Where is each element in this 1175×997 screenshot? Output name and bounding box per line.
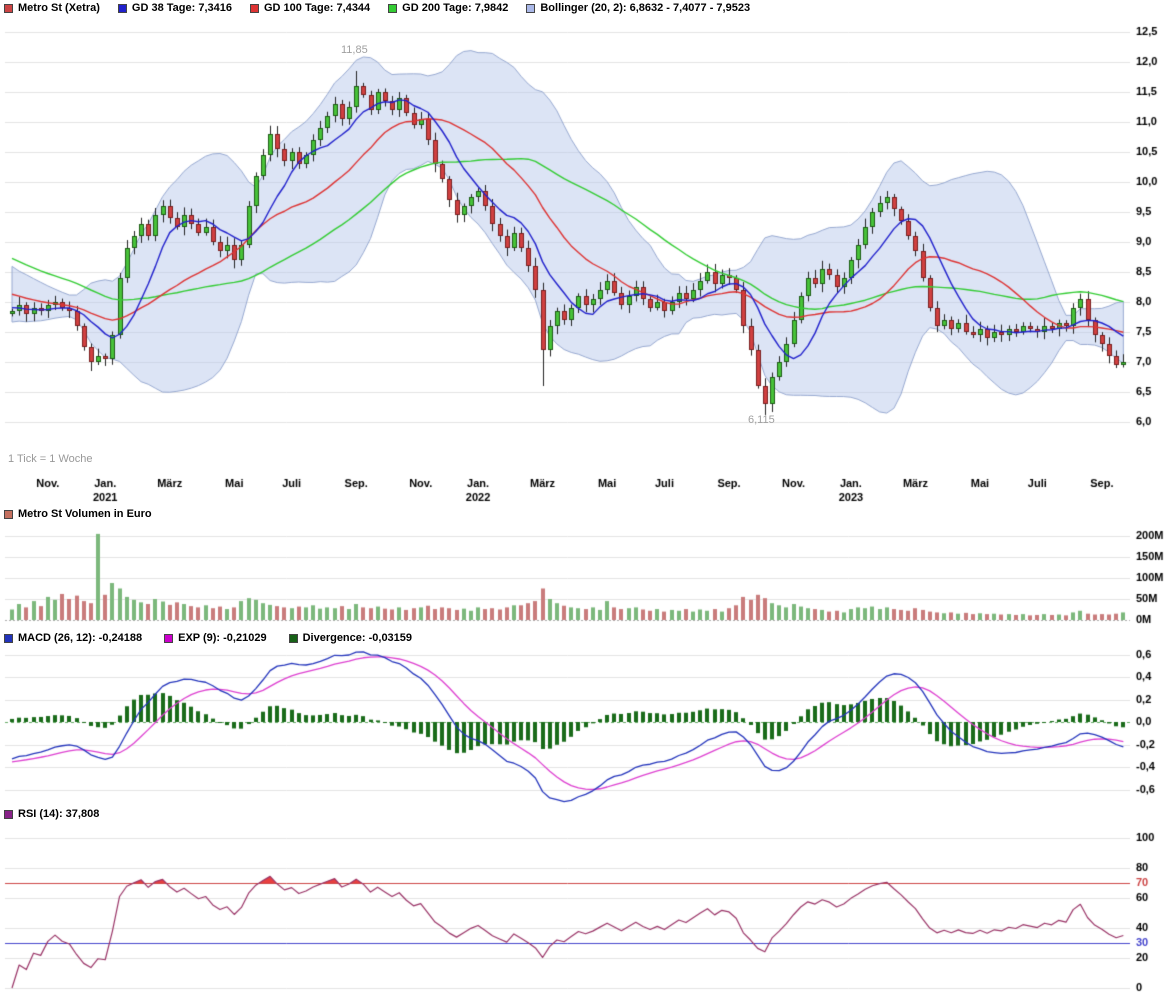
legend-item-macd: MACD (26, 12): -0,24188 xyxy=(4,632,142,644)
volume-label: Metro St Volumen in Euro xyxy=(18,508,152,520)
legend-item-rsi: RSI (14): 37,808 xyxy=(4,808,99,820)
gd38-swatch-icon xyxy=(117,3,127,13)
legend-item-gd200: GD 200 Tage: 7,9842 xyxy=(388,2,508,14)
exp-swatch-icon xyxy=(164,633,174,643)
tick-note: 1 Tick = 1 Woche xyxy=(8,453,93,465)
gd100-swatch-icon xyxy=(249,3,259,13)
annotation-low: 6,115 xyxy=(748,414,775,426)
legend-item-divergence: Divergence: -0,03159 xyxy=(288,632,413,644)
instrument-label: Metro St (Xetra) xyxy=(18,2,100,14)
price-legend: Metro St (Xetra) GD 38 Tage: 7,3416 GD 1… xyxy=(4,2,750,14)
gd200-label: GD 200 Tage: 7,9842 xyxy=(402,2,509,14)
macd-legend: MACD (26, 12): -0,24188 EXP (9): -0,2102… xyxy=(4,632,412,644)
macd-swatch-icon xyxy=(4,633,13,643)
legend-item-volume: Metro St Volumen in Euro xyxy=(4,508,152,520)
legend-item-instrument: Metro St (Xetra) xyxy=(4,2,100,14)
instrument-swatch-icon xyxy=(4,3,13,13)
legend-item-exp: EXP (9): -0,21029 xyxy=(164,632,267,644)
bollinger-label: Bollinger (20, 2): 6,8632 - 7,4077 - 7,9… xyxy=(540,2,751,14)
rsi-label: RSI (14): 37,808 xyxy=(18,808,100,820)
exp-label: EXP (9): -0,21029 xyxy=(178,632,267,644)
bollinger-swatch-icon xyxy=(526,3,536,13)
annotation-high: 11,85 xyxy=(341,44,368,56)
divergence-label: Divergence: -0,03159 xyxy=(302,632,413,644)
volume-legend: Metro St Volumen in Euro xyxy=(4,508,152,520)
gd100-label: GD 100 Tage: 7,4344 xyxy=(263,2,371,14)
rsi-legend: RSI (14): 37,808 xyxy=(4,808,99,820)
volume-swatch-icon xyxy=(4,509,13,519)
legend-item-gd38: GD 38 Tage: 7,3416 xyxy=(117,2,232,14)
rsi-swatch-icon xyxy=(4,809,13,819)
gd200-swatch-icon xyxy=(388,3,398,13)
legend-item-gd100: GD 100 Tage: 7,4344 xyxy=(249,2,371,14)
macd-label: MACD (26, 12): -0,24188 xyxy=(18,632,143,644)
gd38-label: GD 38 Tage: 7,3416 xyxy=(131,2,232,14)
divergence-swatch-icon xyxy=(288,633,298,643)
legend-item-bollinger: Bollinger (20, 2): 6,8632 - 7,4077 - 7,9… xyxy=(526,2,750,14)
